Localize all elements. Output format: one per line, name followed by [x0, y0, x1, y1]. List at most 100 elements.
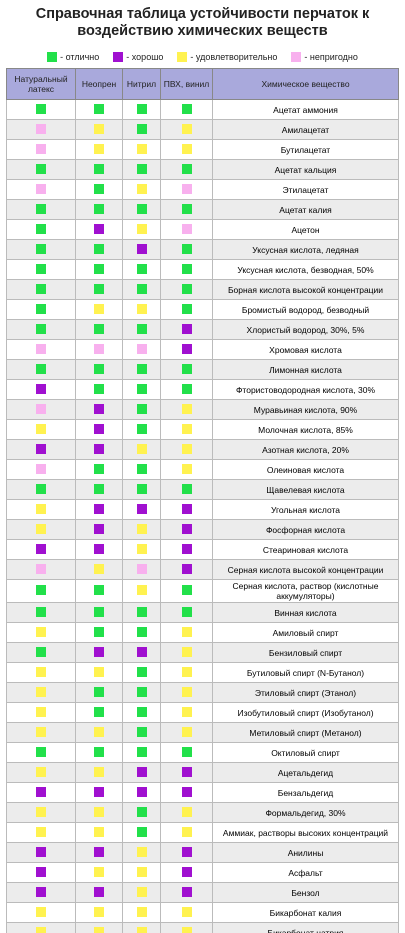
rating-cell [6, 802, 76, 823]
table-row: Ацетат калия [6, 199, 399, 220]
rating-cell [6, 742, 76, 763]
rating-square [36, 183, 46, 194]
rating-square [136, 403, 147, 414]
rating-cell [6, 299, 76, 320]
rating-square [36, 243, 46, 254]
rating-square [136, 223, 147, 234]
table-row: Азотная кислота, 20% [6, 439, 399, 460]
chemical-name: Бензальдегид [212, 782, 399, 803]
rating-square [181, 646, 192, 657]
rating-cell [6, 99, 76, 120]
rating-cell [6, 159, 76, 180]
rating-cell [122, 782, 161, 803]
column-header: Нитрил [122, 68, 161, 100]
rating-square [94, 203, 104, 214]
chemical-name: Амилацетат [212, 119, 399, 140]
rating-square [181, 303, 192, 314]
rating-square [136, 123, 147, 134]
rating-cell [6, 419, 76, 440]
rating-square [136, 886, 147, 897]
rating-cell [122, 842, 161, 863]
rating-cell [122, 802, 161, 823]
rating-cell [122, 379, 161, 400]
rating-cell [122, 862, 161, 883]
table-row: Уксусная кислота, безводная, 50% [6, 259, 399, 280]
rating-square [36, 403, 46, 414]
rating-square [181, 243, 192, 254]
rating-square [36, 585, 46, 595]
rating-cell [6, 519, 76, 540]
rating-cell [160, 259, 213, 280]
rating-cell [122, 419, 161, 440]
chemical-name: Фосфорная кислота [212, 519, 399, 540]
rating-square [181, 846, 192, 857]
rating-cell [160, 199, 213, 220]
rating-square [136, 766, 147, 777]
rating-cell [75, 259, 123, 280]
rating-cell [160, 762, 213, 783]
rating-cell [75, 319, 123, 340]
rating-square [36, 563, 46, 574]
rating-square [136, 103, 147, 114]
rating-cell [122, 239, 161, 260]
rating-square [36, 363, 46, 374]
rating-cell [6, 259, 76, 280]
rating-square [36, 886, 46, 897]
rating-square [181, 363, 192, 374]
rating-square [136, 826, 147, 837]
chemical-name: Бутиловый спирт (N-Бутанол) [212, 662, 399, 683]
rating-cell [75, 782, 123, 803]
rating-square [36, 846, 46, 857]
rating-cell [6, 279, 76, 300]
table-row: Олеиновая кислота [6, 459, 399, 480]
rating-square [36, 866, 46, 877]
rating-square [94, 223, 104, 234]
rating-cell [122, 882, 161, 903]
rating-square [36, 706, 46, 717]
chemical-name: Щавелевая кислота [212, 479, 399, 500]
rating-cell [6, 459, 76, 480]
rating-square [181, 585, 192, 595]
rating-cell [6, 762, 76, 783]
rating-square [181, 866, 192, 877]
rating-cell [122, 499, 161, 520]
column-header: Неопрен [75, 68, 123, 100]
rating-square [94, 183, 104, 194]
chemical-name: Асфальт [212, 862, 399, 883]
chemical-name: Уксусная кислота, ледяная [212, 239, 399, 260]
rating-square [181, 503, 192, 514]
rating-cell [75, 339, 123, 360]
rating-cell [160, 682, 213, 703]
rating-square [36, 726, 46, 737]
chemical-name: Бутилацетат [212, 139, 399, 160]
table-row: Этилацетат [6, 179, 399, 200]
rating-square [36, 343, 46, 354]
rating-cell [6, 479, 76, 500]
rating-cell [160, 479, 213, 500]
rating-cell [160, 722, 213, 743]
rating-cell [75, 702, 123, 723]
rating-square [181, 203, 192, 214]
rating-cell [122, 99, 161, 120]
rating-cell [122, 519, 161, 540]
rating-cell [160, 662, 213, 683]
rating-square [36, 303, 46, 314]
chemical-name: Лимонная кислота [212, 359, 399, 380]
rating-cell [75, 862, 123, 883]
rating-cell [122, 159, 161, 180]
rating-cell [122, 902, 161, 923]
rating-cell [75, 682, 123, 703]
rating-cell [6, 139, 76, 160]
title: Справочная таблица устойчивости перчаток… [35, 6, 370, 39]
table-row: Стеариновая кислота [6, 539, 399, 560]
rating-cell [75, 359, 123, 380]
rating-cell [122, 642, 161, 663]
rating-cell [160, 179, 213, 200]
rating-cell [6, 239, 76, 260]
rating-cell [6, 882, 76, 903]
table-row: Фтористоводородная кислота, 30% [6, 379, 399, 400]
rating-cell [6, 539, 76, 560]
rating-square [181, 263, 192, 274]
chemical-name: Метиловый спирт (Метанол) [212, 722, 399, 743]
rating-cell [160, 139, 213, 160]
